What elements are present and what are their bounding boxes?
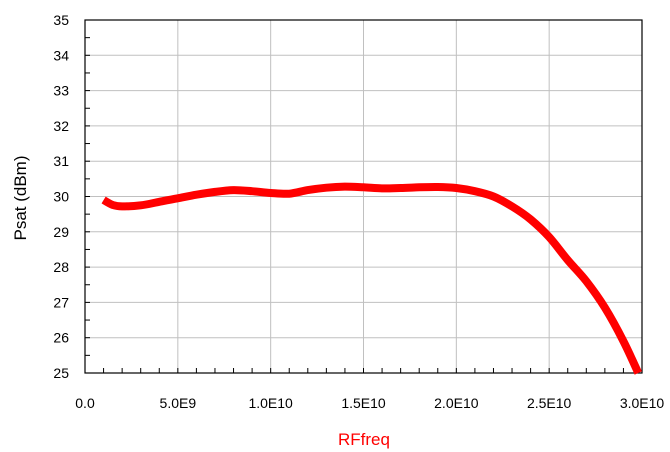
y-tick-label: 26 — [53, 330, 69, 346]
y-tick-label: 34 — [53, 47, 69, 63]
y-tick-label: 35 — [53, 12, 69, 28]
x-tick-label: 5.0E9 — [160, 395, 197, 411]
y-tick-label: 29 — [53, 224, 69, 240]
y-axis-title: Psat (dBm) — [11, 155, 30, 240]
x-tick-label: 2.5E10 — [527, 395, 572, 411]
x-axis-title: RFfreq — [338, 430, 390, 449]
x-tick-label: 0.0 — [75, 395, 95, 411]
series-layer — [101, 182, 642, 375]
y-tick-label: 31 — [53, 153, 69, 169]
y-tick-label: 32 — [53, 118, 69, 134]
y-tick-label: 33 — [53, 83, 69, 99]
minor-ticks — [84, 19, 643, 374]
y-tick-labels: 25 26 27 28 29 30 31 32 33 34 35 — [53, 12, 69, 381]
x-tick-label: 1.5E10 — [341, 395, 386, 411]
y-tick-label: 28 — [53, 259, 69, 275]
y-tick-label: 27 — [53, 294, 69, 310]
y-tick-label: 25 — [53, 365, 69, 381]
x-tick-labels: 0.0 5.0E9 1.0E10 1.5E10 2.0E10 2.5E10 3.0E10 — [75, 395, 664, 411]
psat-series-line — [101, 182, 642, 375]
x-tick-label: 3.0E10 — [620, 395, 665, 411]
y-tick-label: 30 — [53, 189, 69, 205]
x-tick-label: 1.0E10 — [248, 395, 293, 411]
x-tick-label: 2.0E10 — [434, 395, 479, 411]
